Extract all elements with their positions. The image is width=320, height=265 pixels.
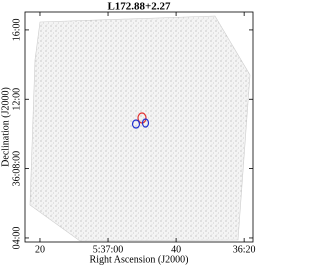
map-image bbox=[29, 15, 251, 242]
x-tick-label: 20 bbox=[35, 244, 45, 255]
y-axis-label: Declination (J2000) bbox=[0, 87, 11, 167]
chart-title: L172.88+2.27 bbox=[107, 1, 171, 13]
y-tick-label: 12:00 bbox=[11, 88, 22, 111]
x-tick-label: 40 bbox=[171, 244, 181, 255]
y-tick-label: 36:08:00 bbox=[11, 151, 22, 187]
x-tick-label: 36:20 bbox=[233, 244, 256, 255]
contour bbox=[141, 118, 150, 128]
chart: L172.88+2.27 Right Ascension (J2000) Dec… bbox=[0, 1, 256, 265]
y-tick-label: 04:00 bbox=[11, 227, 22, 250]
y-tick-label: 16:00 bbox=[11, 19, 22, 42]
x-tick-label: 5:37:00 bbox=[93, 244, 124, 255]
contour bbox=[131, 119, 141, 129]
plot-frame bbox=[24, 11, 254, 243]
x-axis-label: Right Ascension (J2000) bbox=[90, 254, 189, 265]
